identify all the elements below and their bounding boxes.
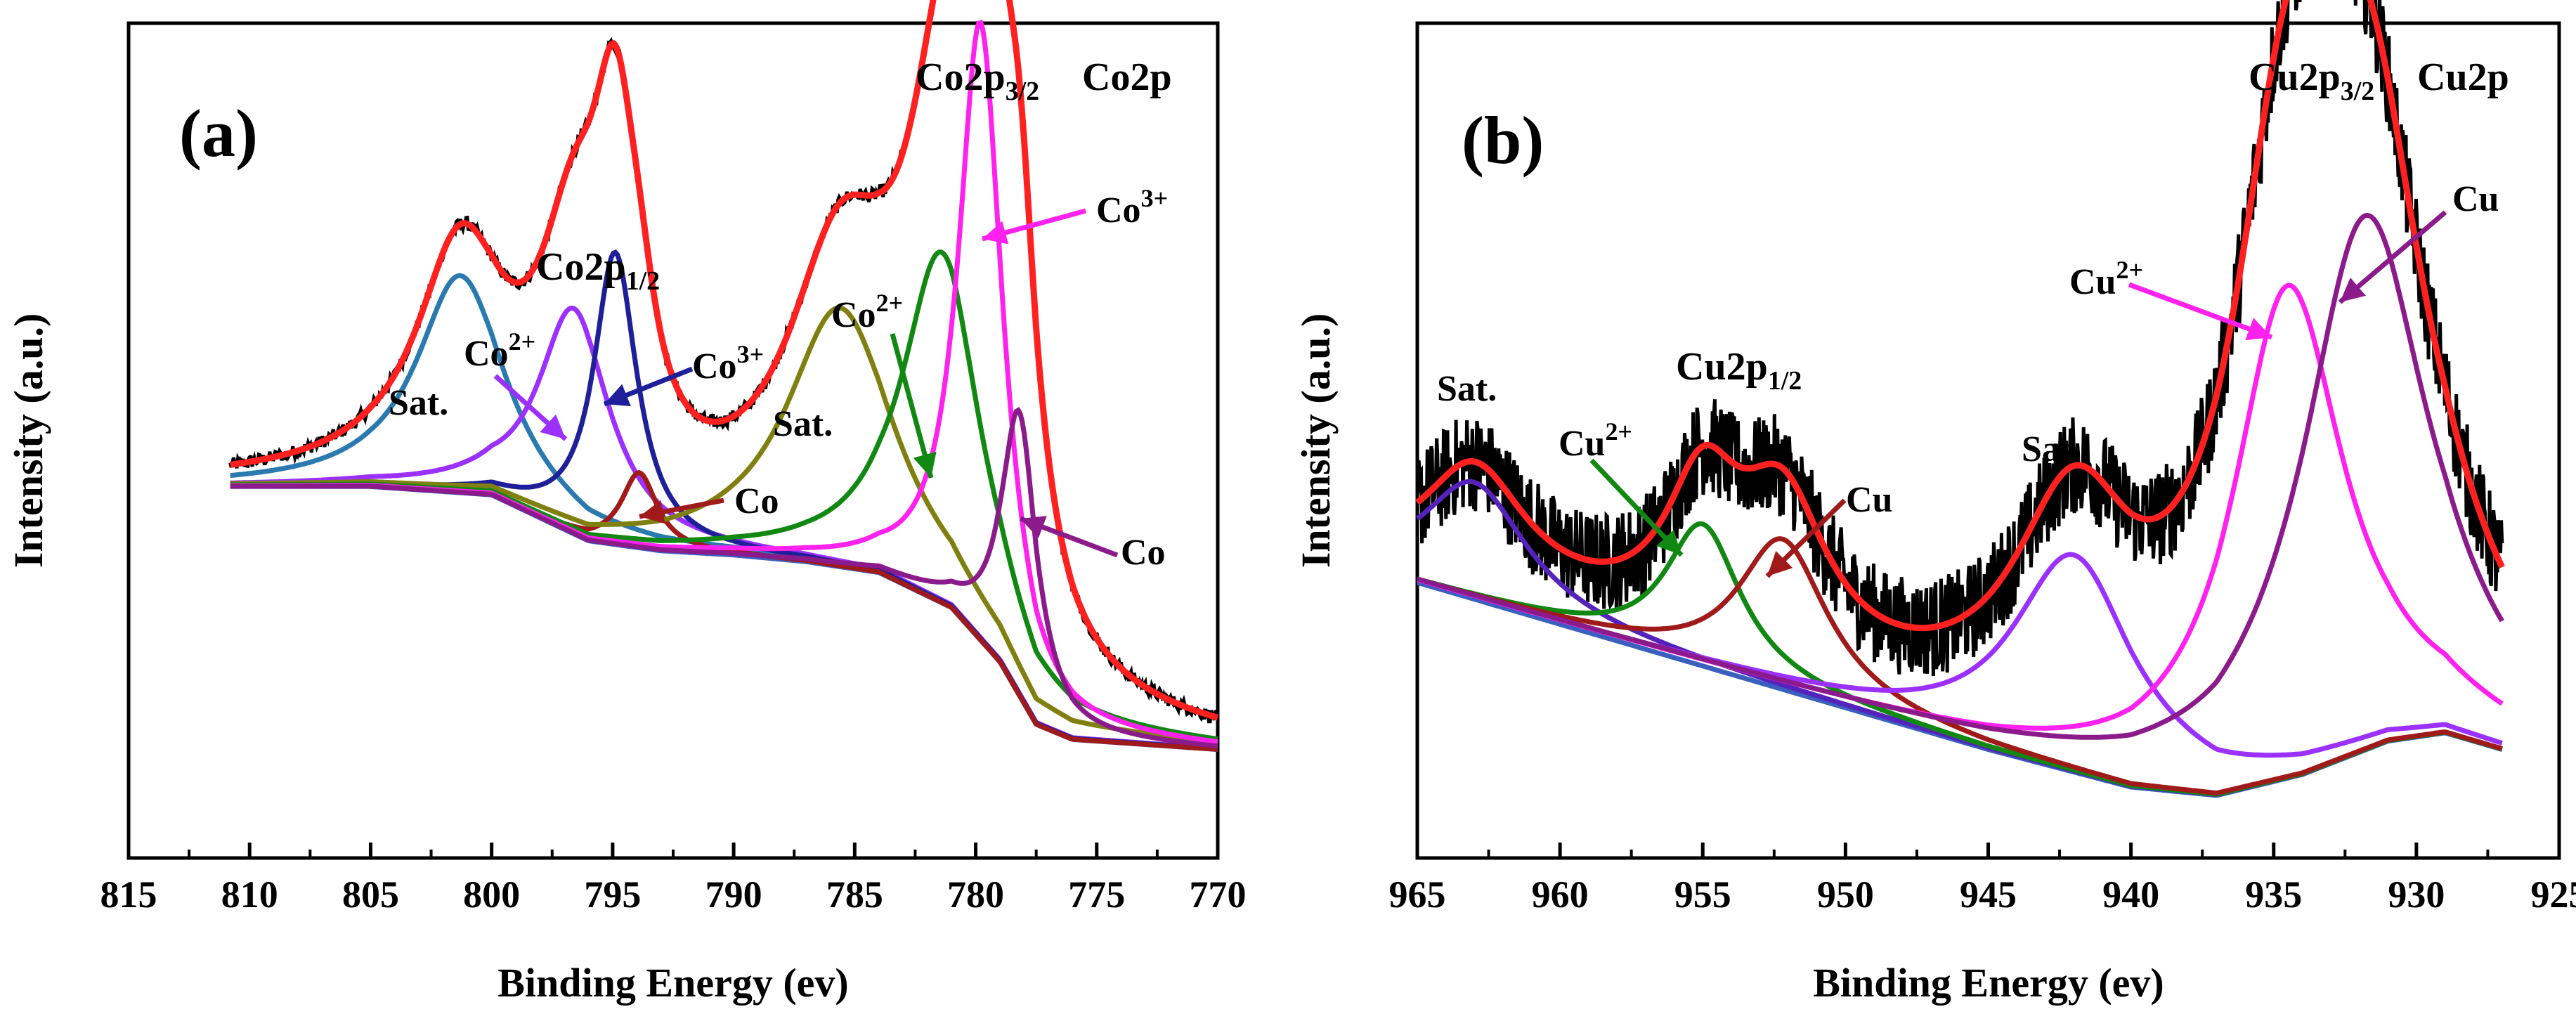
b-annot-sat-mid: Sat. (2022, 429, 2081, 469)
b-annotation-arrows (1589, 210, 2447, 578)
a-background-line (230, 483, 1218, 753)
a-xtick-label-6: 785 (826, 873, 883, 916)
b-xtick-label-3: 950 (1817, 873, 1874, 916)
a-annot-co2plus-right-sup: 2+ (876, 289, 904, 317)
b-ylabel: Intensity (a.u.) (1293, 313, 1339, 568)
b-curves (1415, 0, 2505, 798)
a-annot-co3plus-left: Co3+ (692, 340, 764, 386)
b-xtick-label-8: 925 (2531, 873, 2576, 916)
b-peak-5 (1417, 212, 2504, 740)
a-envelope-line (230, 0, 1219, 721)
a-arrow-co-left-head (639, 500, 665, 524)
a-ylabel: Intensity (a.u.) (6, 313, 51, 568)
b-raw-data-line (1415, 0, 2504, 676)
panel-b-cu2p: 965 960 955 950 945 940 935 930 925 (b) Intensit… (1293, 0, 2576, 1006)
a-annot-co2p32: Co2p3/2 (916, 56, 1039, 106)
a-arrow-co2plus-right-line (890, 333, 934, 479)
b-panel-label: (b) (1462, 103, 1544, 178)
a-annot-co-left: Co (734, 481, 779, 521)
a-annot-sat-left: Sat. (389, 383, 448, 423)
a-arrow-co-right-head (1020, 516, 1047, 538)
a-annot-co2p12-main: Co2p (536, 245, 626, 289)
b-annot-cu2p12-sub: 1/2 (1768, 366, 1802, 396)
a-annot-co3plus-right-sup: 3+ (1141, 184, 1169, 212)
b-peak-2 (1417, 536, 2503, 796)
b-annot-cu2plus-right-sup: 2+ (2116, 256, 2143, 284)
b-annot-cu2plus-left-main: Cu (1559, 424, 1605, 464)
a-annot-co2plus-right-main: Co (831, 295, 876, 335)
b-xlabel: Binding Energy (ev) (1813, 960, 2164, 1006)
b-arrow-cu2plus-right-head (2245, 318, 2272, 341)
b-annot-cu2p12-main: Cu2p (1676, 345, 1768, 389)
b-xtick-label-7: 930 (2388, 873, 2445, 916)
a-xtick-label-0: 815 (100, 873, 157, 916)
b-annot-cu2plus-right-main: Cu (2069, 262, 2116, 302)
a-xtick-label-8: 775 (1068, 873, 1125, 916)
a-peak-3 (230, 469, 1218, 752)
a-annot-co2p32-main: Co2p (916, 56, 1006, 99)
a-annot-sat-mid: Sat. (773, 404, 833, 444)
a-peak-5 (230, 249, 1218, 742)
a-curves (228, 0, 1220, 753)
b-arrow-cu-left-head (1767, 551, 1793, 576)
a-annot-co2plus-left-sup: 2+ (509, 327, 536, 356)
a-xtick-label-3: 800 (463, 873, 520, 916)
a-arrow-co3plus-left-head (604, 384, 631, 407)
b-annot-cu2p32: Cu2p3/2 (2249, 56, 2374, 106)
a-annot-co3plus-right-main: Co (1096, 190, 1141, 230)
a-xtick-label-1: 810 (221, 873, 278, 916)
b-x-ticks: 965 960 955 950 945 940 935 930 925 (1389, 843, 2576, 916)
a-annot-co2p12-sub: 1/2 (626, 266, 661, 296)
b-annot-cu2plus-left: Cu2+ (1559, 417, 1632, 464)
a-annot-co3plus-right: Co3+ (1096, 184, 1168, 230)
a-annot-co3plus-left-sup: 3+ (737, 340, 765, 368)
a-peak-7 (230, 406, 1218, 749)
b-annot-cu2p12: Cu2p1/2 (1676, 345, 1802, 396)
b-xtick-label-4: 945 (1960, 873, 2017, 916)
a-xtick-label-9: 770 (1190, 873, 1247, 916)
b-annot-cu2p32-main: Cu2p (2249, 56, 2341, 99)
a-xtick-label-2: 805 (342, 873, 399, 916)
b-peak-4 (1417, 282, 2504, 731)
a-annot-co2plus-right: Co2+ (831, 289, 903, 335)
a-annot-co3plus-left-main: Co (692, 346, 737, 386)
b-xtick-label-1: 960 (1532, 873, 1589, 916)
a-peak-2 (230, 249, 1218, 752)
a-xtick-label-7: 780 (947, 873, 1004, 916)
b-annot-cu2plus-left-sup: 2+ (1605, 417, 1632, 446)
b-arrow-cu2plus-left-head (1656, 529, 1681, 555)
b-annot-cu2p32-sub: 3/2 (2341, 77, 2375, 106)
a-xtick-label-5: 790 (705, 873, 762, 916)
a-xlabel: Binding Energy (ev) (497, 960, 849, 1006)
a-annot-co2plus-left-main: Co (464, 334, 509, 374)
b-xtick-label-5: 940 (2102, 873, 2159, 916)
b-xtick-label-2: 955 (1674, 873, 1731, 916)
b-annot-cu2plus-right: Cu2+ (2069, 256, 2143, 302)
a-annot-co2p12: Co2p1/2 (536, 245, 660, 296)
a-panel-label: (a) (179, 96, 258, 171)
a-xtick-label-4: 795 (584, 873, 641, 916)
a-annot-co2p: Co2p (1082, 56, 1172, 99)
a-x-ticks: 815 810 805 800 795 790 785 780 775 770 (100, 843, 1247, 916)
a-arrow-co3plus-right-head (982, 221, 1009, 245)
b-envelope-line (1415, 0, 2505, 632)
b-xtick-label-0: 965 (1389, 873, 1446, 916)
a-annot-co2plus-left: Co2+ (464, 327, 535, 374)
b-arrow-cu-right-head (2340, 277, 2366, 302)
a-annot-co2p32-sub: 3/2 (1006, 77, 1040, 106)
panel-a-co2p: 815 810 805 800 795 790 785 780 775 770 (a) Inten… (6, 0, 1247, 1006)
a-peak-4 (230, 305, 1218, 745)
b-annot-cu2p: Cu2p (2417, 56, 2509, 99)
a-arrow-co2plus-right-head (913, 451, 937, 478)
b-arrow-cu2plus-right-line (2128, 282, 2273, 340)
b-annot-cu-right: Cu (2452, 179, 2499, 219)
a-annot-co-right: Co (1121, 533, 1166, 573)
b-annot-cu-left: Cu (1846, 480, 1892, 520)
a-arrow-co2plus-left-head (540, 414, 566, 439)
b-annot-sat-left: Sat. (1437, 369, 1497, 409)
a-annotation-arrows (493, 208, 1119, 558)
b-xtick-label-6: 935 (2245, 873, 2302, 916)
